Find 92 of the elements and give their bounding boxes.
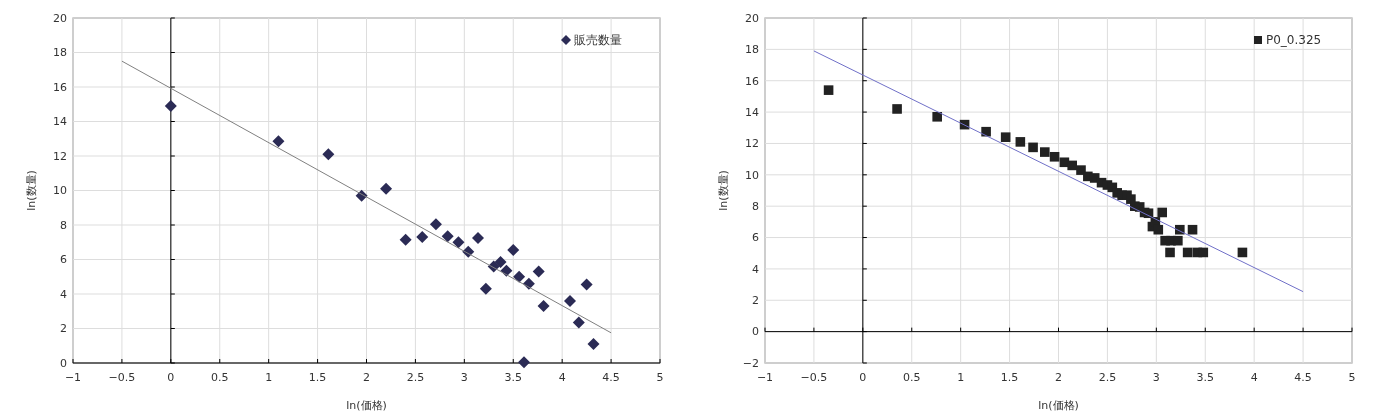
point — [322, 148, 335, 161]
y-tick-label: 18 — [745, 43, 759, 57]
x-tick-label: 4 — [1250, 371, 1258, 384]
point — [1040, 147, 1050, 157]
legend-label: 販売数量 — [574, 33, 622, 48]
point — [1153, 224, 1164, 235]
x-tick-label: −0.5 — [108, 371, 136, 384]
x-tick-label: 1 — [265, 371, 273, 384]
x-tick-label: 5 — [1348, 371, 1356, 384]
y-tick-label: 18 — [53, 46, 67, 60]
x-tick-label: −1 — [64, 371, 82, 384]
point — [537, 300, 550, 313]
point — [1000, 132, 1011, 142]
y-tick-label: 20 — [53, 11, 67, 25]
y-tick-label: 16 — [53, 80, 67, 94]
point — [580, 278, 593, 291]
point — [1076, 165, 1086, 175]
x-tick-label: −1 — [756, 371, 774, 384]
y-tick-label: 4 — [60, 287, 67, 301]
y-tick-label: 6 — [60, 253, 67, 267]
point — [1198, 247, 1209, 258]
point — [932, 112, 942, 122]
point — [513, 270, 526, 283]
point — [380, 182, 393, 195]
x-tick-label: 3.5 — [1196, 371, 1214, 384]
x-axis-title: ln(価格) — [346, 399, 387, 412]
x-tick-label: 0.5 — [211, 371, 229, 384]
point — [1067, 160, 1077, 171]
point — [416, 231, 429, 244]
x-tick-label: 0 — [167, 371, 175, 384]
x-tick-label: 1.5 — [1000, 371, 1019, 384]
point — [164, 99, 177, 112]
y-tick-label: 0 — [60, 356, 67, 370]
y-tick-label: 14 — [745, 105, 759, 119]
point — [399, 233, 412, 246]
x-tick-label: 4.5 — [602, 371, 620, 384]
x-tick-label: 3 — [1152, 371, 1160, 384]
point — [532, 265, 545, 278]
x-tick-label: 3.5 — [504, 371, 522, 384]
point — [1015, 137, 1026, 147]
point — [1165, 247, 1175, 258]
y-axis-title: ln(数量) — [25, 170, 38, 211]
x-tick-label: 2.5 — [406, 371, 425, 384]
point — [452, 236, 465, 249]
y-tick-label: 0 — [752, 325, 759, 339]
x-tick-label: 2.5 — [1098, 371, 1117, 384]
point — [563, 294, 576, 307]
point — [429, 218, 442, 231]
point — [892, 104, 902, 114]
x-tick-label: 0.5 — [903, 371, 921, 384]
y-tick-label: 14 — [53, 115, 67, 129]
y-tick-label: 8 — [60, 218, 67, 232]
point — [1049, 151, 1060, 162]
y-tick-label: −2 — [742, 356, 759, 370]
x-tick-label: 0 — [859, 371, 867, 384]
point — [1028, 142, 1038, 153]
point — [494, 256, 507, 269]
x-tick-label: 1 — [957, 371, 965, 384]
point — [1157, 207, 1167, 218]
x-tick-label: 2 — [1055, 371, 1062, 384]
y-tick-label: 16 — [745, 74, 759, 88]
y-tick-label: 12 — [745, 137, 759, 151]
y-tick-label: 6 — [752, 231, 759, 245]
x-tick-label: 3 — [460, 371, 468, 384]
point — [1187, 224, 1198, 235]
y-tick-label: 10 — [745, 168, 759, 182]
y-tick-label: 4 — [752, 262, 759, 276]
x-tick-label: 4 — [558, 371, 566, 384]
y-tick-label: 2 — [60, 322, 67, 336]
y-axis-title: ln(数量) — [717, 170, 730, 211]
y-tick-label: 2 — [752, 294, 759, 308]
y-tick-label: 10 — [53, 184, 67, 198]
point — [572, 316, 585, 329]
point — [479, 282, 492, 295]
point — [823, 85, 834, 95]
point — [518, 356, 531, 369]
point — [1173, 235, 1183, 246]
x-tick-label: 5 — [656, 371, 664, 384]
legend-label: P0_0.325 — [1266, 33, 1322, 48]
y-tick-label: 12 — [53, 149, 67, 163]
point — [272, 135, 285, 148]
x-axis-title: ln(価格) — [1038, 399, 1079, 412]
point — [441, 230, 454, 243]
y-tick-label: 8 — [752, 200, 759, 214]
x-tick-label: 2 — [363, 371, 370, 384]
point — [507, 244, 520, 257]
y-tick-label: 20 — [745, 11, 759, 25]
x-tick-label: 1.5 — [308, 371, 327, 384]
point — [472, 231, 485, 244]
point — [587, 338, 600, 351]
x-tick-label: −0.5 — [800, 371, 828, 384]
x-tick-label: 4.5 — [1294, 371, 1312, 384]
